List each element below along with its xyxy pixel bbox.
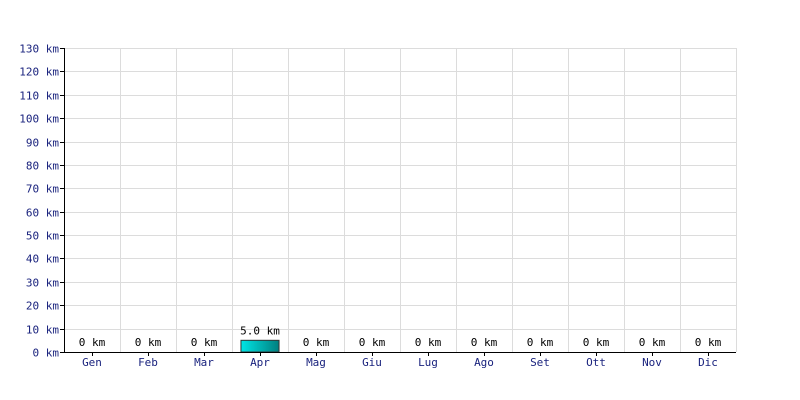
data-label: 0 km <box>695 336 722 349</box>
bars <box>240 339 280 353</box>
y-tick-label: 120 km <box>19 66 59 79</box>
x-tick-label: Nov <box>642 356 662 369</box>
x-tick-label: Dic <box>698 356 718 369</box>
x-tick-label: Mag <box>306 356 326 369</box>
data-label: 0 km <box>639 336 666 349</box>
y-tick-label: 110 km <box>19 90 59 103</box>
y-tick-label: 50 km <box>26 230 59 243</box>
data-label: 0 km <box>527 336 554 349</box>
data-label: 5.0 km <box>240 324 280 337</box>
data-label: 0 km <box>583 336 610 349</box>
data-label: 0 km <box>359 336 386 349</box>
x-tick-label: Apr <box>250 356 270 369</box>
y-tick-label: 20 km <box>26 300 59 313</box>
data-label: 0 km <box>471 336 498 349</box>
data-label: 0 km <box>415 336 442 349</box>
x-axis-ticks: Gen Feb Mar Apr Mag Giu Lug Ago Set Ott Nov Dic <box>82 356 718 369</box>
data-label: 0 km <box>191 336 218 349</box>
bar-apr <box>240 339 280 353</box>
data-labels: 0 km 0 km 0 km 5.0 km 0 km 0 km 0 km 0 km 0 km 0 … <box>79 324 722 349</box>
y-tick-label: 0 km <box>33 347 60 360</box>
data-label: 0 km <box>135 336 162 349</box>
data-label: 0 km <box>303 336 330 349</box>
y-tick-label: 80 km <box>26 160 59 173</box>
x-tick-label: Mar <box>194 356 214 369</box>
axes <box>60 48 736 356</box>
x-tick-label: Ott <box>586 356 606 369</box>
grid <box>64 48 737 352</box>
x-tick-label: Feb <box>138 356 158 369</box>
y-tick-label: 90 km <box>26 137 59 150</box>
y-tick-label: 100 km <box>19 113 59 126</box>
y-tick-label: 30 km <box>26 277 59 290</box>
x-tick-label: Set <box>530 356 550 369</box>
data-label: 0 km <box>79 336 106 349</box>
y-tick-label: 130 km <box>19 43 59 56</box>
x-tick-label: Giu <box>362 356 382 369</box>
y-tick-label: 10 km <box>26 324 59 337</box>
y-tick-label: 40 km <box>26 253 59 266</box>
y-tick-label: 70 km <box>26 183 59 196</box>
x-tick-label: Ago <box>474 356 494 369</box>
y-tick-label: 60 km <box>26 207 59 220</box>
x-tick-label: Gen <box>82 356 102 369</box>
x-tick-label: Lug <box>418 356 438 369</box>
y-axis-ticks: 0 km 10 km 20 km 30 km 40 km 50 km 60 km 70 km 8… <box>19 43 59 360</box>
